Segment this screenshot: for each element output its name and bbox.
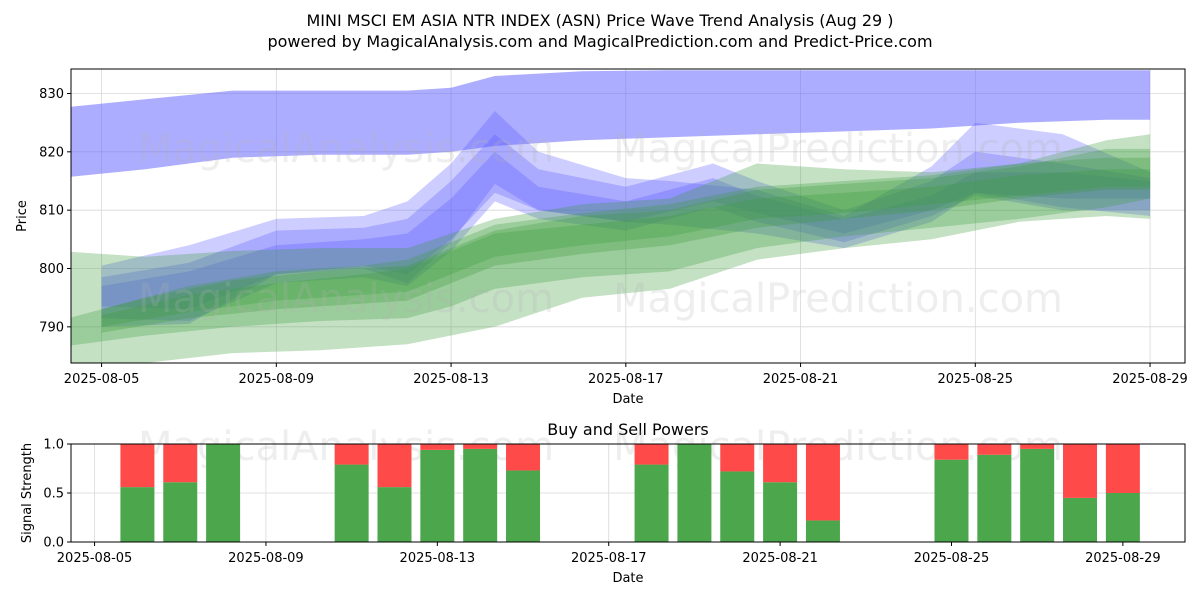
buy-bar: [805, 520, 840, 542]
price-y-tick-label: 800: [39, 262, 64, 277]
price-y-tick-label: 820: [39, 145, 64, 160]
power-x-tick-label: 2025-08-09: [228, 551, 304, 566]
sell-bar: [1105, 444, 1140, 493]
buy-bar: [163, 482, 198, 542]
price-x-tick-label: 2025-08-05: [64, 372, 140, 387]
price-y-tick-label: 810: [39, 204, 64, 219]
power-x-tick-label: 2025-08-05: [57, 551, 133, 566]
buy-bar: [120, 487, 155, 542]
power-y-axis-label: Signal Strength: [20, 443, 35, 543]
sell-bar: [463, 444, 498, 449]
watermark-analysis-mid: MagicalAnalysis.com: [138, 276, 554, 322]
power-x-axis-label: Date: [612, 571, 643, 586]
green-band-4: [71, 134, 1151, 363]
power-y-tick-label: 0.5: [43, 487, 64, 502]
chart-title: MINI MSCI EM ASIA NTR INDEX (ASN) Price …: [306, 11, 893, 30]
price-x-tick-label: 2025-08-21: [763, 372, 839, 387]
sell-bar: [377, 444, 412, 488]
price-plot-frame: [70, 68, 1186, 364]
buy-bar: [1105, 493, 1140, 542]
buy-bar: [977, 454, 1012, 542]
sell-bar: [634, 444, 669, 465]
watermark-analysis-top: MagicalAnalysis.com: [138, 126, 554, 172]
sell-bar: [805, 444, 840, 521]
sell-bar: [934, 444, 969, 460]
price-y-axis-label: Price: [15, 200, 30, 232]
price-y-tick-label: 830: [39, 87, 64, 102]
price-x-ticks: 2025-08-05 2025-08-09 2025-08-13 2025-08-17…: [64, 363, 1188, 387]
price-x-tick-label: 2025-08-09: [239, 372, 315, 387]
blue-band-3: [101, 151, 1151, 310]
price-y-ticks: 790 800 810 820 830: [39, 87, 71, 335]
buy-bar: [420, 449, 455, 542]
price-plot: MagicalAnalysis.com MagicalPrediction.co…: [15, 68, 1188, 407]
sell-bar: [163, 444, 198, 483]
power-plot: Buy and Sell Powers MagicalAnalysis.com …: [20, 420, 1186, 586]
price-bands: [71, 70, 1151, 363]
buy-bar: [463, 448, 498, 542]
green-band-6: [101, 157, 1151, 333]
buy-bar: [206, 444, 241, 542]
power-x-tick-label: 2025-08-29: [1085, 551, 1161, 566]
power-y-tick-label: 0.0: [43, 536, 64, 551]
price-y-tick-label: 790: [39, 320, 64, 335]
buy-bar: [634, 464, 669, 542]
buy-bar: [934, 459, 969, 542]
sell-bar: [506, 444, 541, 471]
price-x-tick-label: 2025-08-17: [588, 372, 664, 387]
watermark-prediction-top: MagicalPrediction.com: [613, 126, 1063, 172]
buy-bar: [377, 487, 412, 542]
buy-bar: [506, 470, 541, 542]
watermark-prediction-mid: MagicalPrediction.com: [613, 276, 1063, 322]
green-band-5: [71, 148, 1151, 346]
sell-bar: [1020, 444, 1055, 449]
buy-bar: [1020, 448, 1055, 542]
price-x-tick-label: 2025-08-13: [413, 372, 489, 387]
buy-bar: [720, 471, 755, 542]
power-x-tick-label: 2025-08-17: [571, 551, 647, 566]
blue-band-0: [71, 70, 1151, 177]
buy-bar: [763, 482, 798, 542]
power-bars: [120, 444, 1140, 542]
buy-bar: [677, 444, 712, 542]
blue-band-1: [101, 111, 1151, 327]
power-y-ticks: 0.0 0.5 1.0: [43, 438, 71, 551]
blue-band-2: [101, 134, 1151, 321]
sell-bar: [1063, 444, 1098, 498]
price-x-axis-label: Date: [612, 392, 643, 407]
sell-bar: [120, 444, 155, 488]
sell-bar: [334, 444, 369, 465]
power-chart-title: Buy and Sell Powers: [547, 420, 709, 439]
price-x-tick-label: 2025-08-25: [938, 372, 1014, 387]
buy-bar: [1063, 497, 1098, 542]
buy-bar: [334, 464, 369, 542]
price-x-tick-label: 2025-08-29: [1112, 372, 1188, 387]
power-x-tick-label: 2025-08-21: [742, 551, 818, 566]
power-x-ticks: 2025-08-05 2025-08-09 2025-08-13 2025-08-17…: [57, 542, 1161, 566]
green-band-7: [101, 169, 1151, 327]
sell-bar: [420, 444, 455, 450]
sell-bar: [720, 444, 755, 472]
power-x-tick-label: 2025-08-13: [400, 551, 476, 566]
sell-bar: [977, 444, 1012, 455]
sell-bar: [763, 444, 798, 483]
power-y-tick-label: 1.0: [43, 438, 64, 453]
chart-subtitle: powered by MagicalAnalysis.com and Magic…: [267, 32, 932, 51]
power-x-tick-label: 2025-08-25: [914, 551, 990, 566]
